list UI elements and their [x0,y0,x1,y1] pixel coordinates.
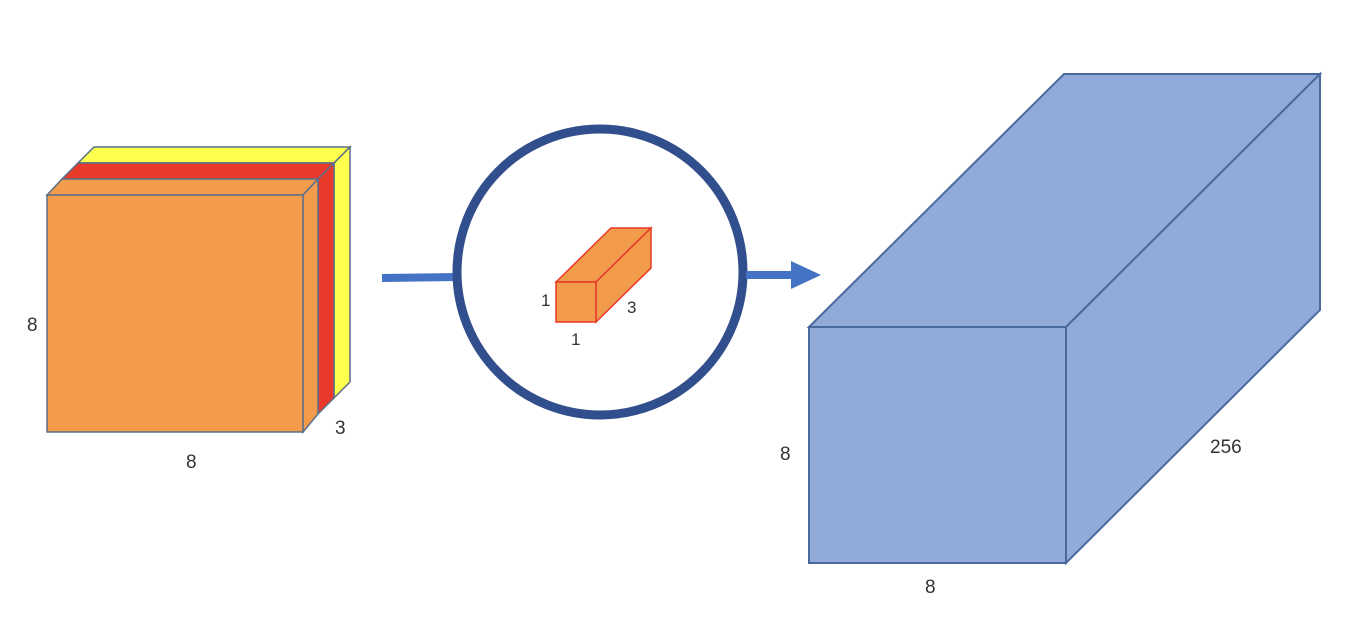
input-channel-1 [45,177,320,435]
kernel-lens: 1 1 3 [452,124,748,420]
output-depth-label: 256 [1210,437,1242,458]
output-height-label: 8 [780,444,791,465]
input-width-label: 8 [186,452,197,473]
output-width-label: 8 [925,577,936,598]
input-channel-2 [60,161,336,416]
input-tensor: 8 8 3 [27,145,352,473]
kernel-height-label: 1 [541,291,550,310]
arrow-line-in [381,273,459,282]
arrow-head [791,261,821,289]
input-depth-label: 3 [335,418,346,439]
arrow-out [746,261,821,289]
kernel-depth-label: 3 [627,298,636,317]
output-tensor: 8 8 256 [780,71,1323,598]
input-height-label: 8 [27,315,38,336]
output-front-face [808,326,1067,564]
kernel-cube [554,226,653,324]
kernel-width-label: 1 [571,330,580,349]
